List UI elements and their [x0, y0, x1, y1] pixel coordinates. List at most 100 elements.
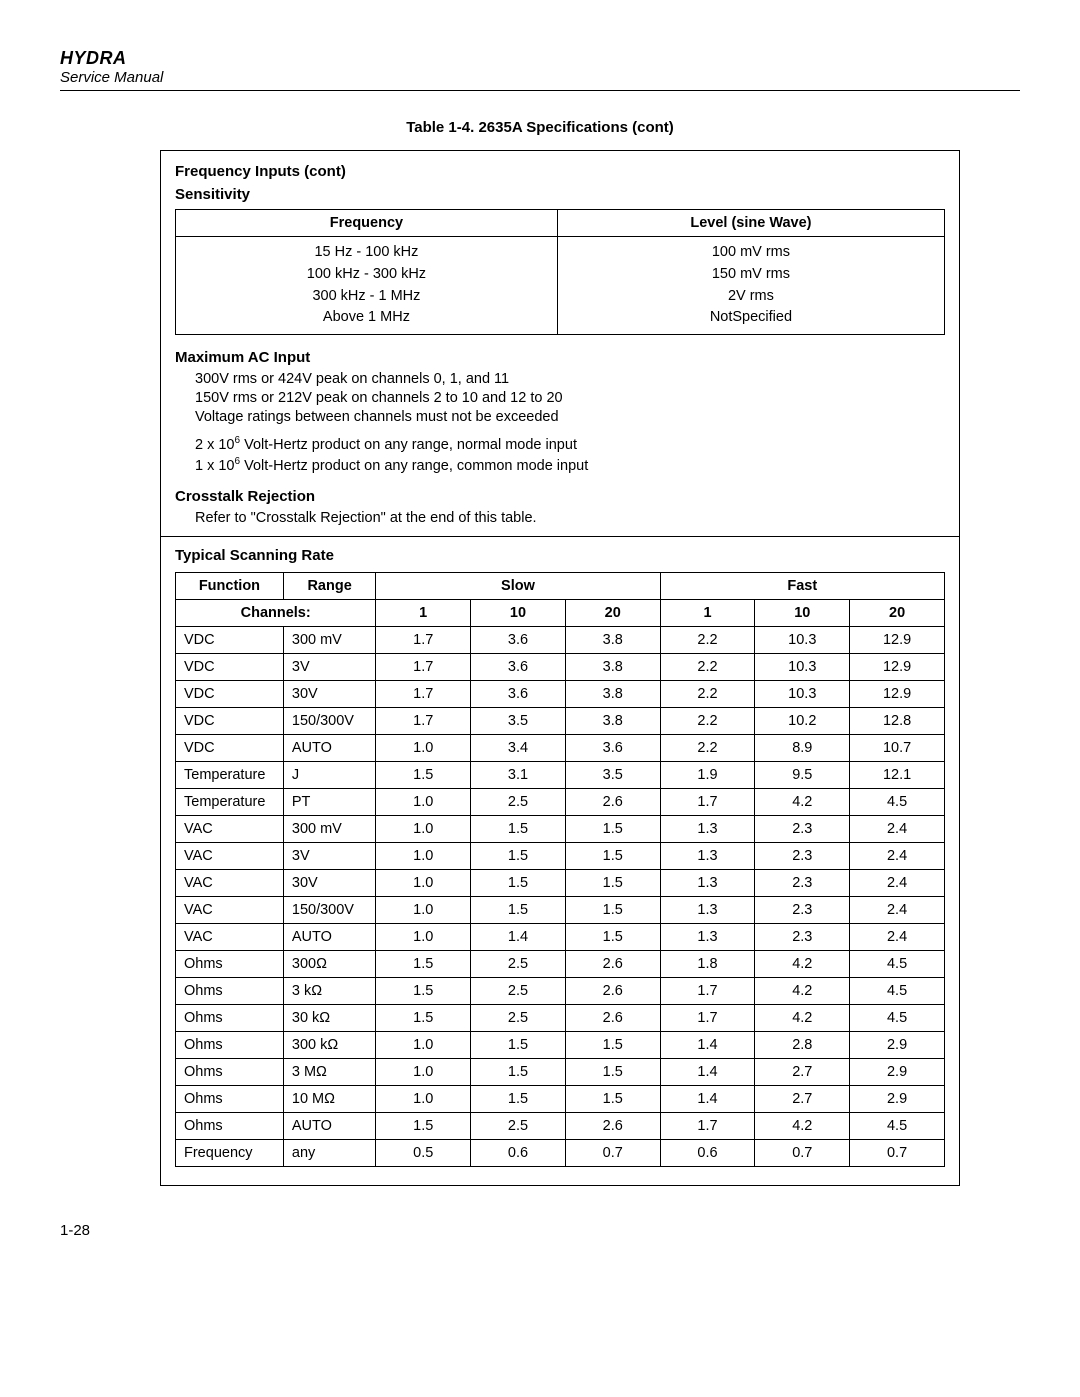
page-header: HYDRA Service Manual	[60, 48, 1020, 91]
cell-value: 12.9	[850, 653, 945, 680]
cell-range: 30 kΩ	[283, 1004, 375, 1031]
cell-value: 1.0	[376, 923, 471, 950]
table-row: TemperatureJ1.53.13.51.99.512.1	[176, 761, 945, 788]
max-ac-heading: Maximum AC Input	[175, 345, 945, 368]
cell-value: 10.7	[850, 734, 945, 761]
th-ch: 20	[850, 599, 945, 626]
cell-value: 4.5	[850, 977, 945, 1004]
cell-value: 1.5	[471, 1031, 566, 1058]
divider	[161, 536, 959, 537]
cell-value: 2.3	[755, 923, 850, 950]
cell-value: 3.8	[565, 707, 660, 734]
table-row: OhmsAUTO1.52.52.61.74.24.5	[176, 1112, 945, 1139]
cell-range: 300 mV	[283, 626, 375, 653]
cell-value: 1.5	[565, 1058, 660, 1085]
th-fast: Fast	[660, 572, 944, 599]
max-ac-line: Voltage ratings between channels must no…	[195, 409, 945, 425]
brand: HYDRA	[60, 48, 1020, 69]
th-slow: Slow	[376, 572, 660, 599]
cell-value: 1.4	[660, 1085, 755, 1112]
level-col-header: Level (sine Wave)	[557, 210, 944, 237]
sensitivity-heading: Sensitivity	[175, 182, 945, 205]
max-ac-line: 2 x 106 Volt-Hertz product on any range,…	[195, 435, 945, 453]
cell-range: 30V	[283, 869, 375, 896]
cell-value: 1.5	[565, 896, 660, 923]
cell-value: 2.7	[755, 1058, 850, 1085]
level-row: 2V rms	[566, 286, 936, 308]
cell-value: 1.7	[376, 680, 471, 707]
cell-range: 3 kΩ	[283, 977, 375, 1004]
cell-value: 0.6	[660, 1139, 755, 1166]
cell-range: AUTO	[283, 1112, 375, 1139]
cell-value: 2.6	[565, 977, 660, 1004]
cell-value: 2.9	[850, 1085, 945, 1112]
cell-value: 1.4	[660, 1031, 755, 1058]
cell-value: 2.3	[755, 815, 850, 842]
cell-value: 1.3	[660, 896, 755, 923]
cell-value: 3.5	[471, 707, 566, 734]
cell-range: 150/300V	[283, 707, 375, 734]
cell-value: 1.7	[376, 653, 471, 680]
cell-value: 2.4	[850, 869, 945, 896]
cell-value: 9.5	[755, 761, 850, 788]
cell-value: 1.0	[376, 1031, 471, 1058]
th-function: Function	[176, 572, 284, 599]
cell-value: 1.0	[376, 734, 471, 761]
cell-value: 4.5	[850, 1112, 945, 1139]
cell-value: 1.5	[471, 1058, 566, 1085]
cell-function: Temperature	[176, 788, 284, 815]
cell-value: 1.8	[660, 950, 755, 977]
level-row: 100 mV rms	[566, 242, 936, 264]
cell-function: VAC	[176, 842, 284, 869]
table-row: VAC3V1.01.51.51.32.32.4	[176, 842, 945, 869]
cell-value: 1.5	[565, 923, 660, 950]
cell-value: 1.5	[565, 869, 660, 896]
cell-value: 1.4	[660, 1058, 755, 1085]
post: Volt-Hertz product on any range, common …	[240, 458, 588, 474]
table-row: VDC3V1.73.63.82.210.312.9	[176, 653, 945, 680]
cell-value: 2.5	[471, 788, 566, 815]
cell-value: 0.7	[565, 1139, 660, 1166]
cell-value: 1.0	[376, 815, 471, 842]
cell-value: 4.2	[755, 1112, 850, 1139]
cell-value: 2.6	[565, 950, 660, 977]
cell-value: 1.9	[660, 761, 755, 788]
cell-range: 300Ω	[283, 950, 375, 977]
cell-value: 2.5	[471, 977, 566, 1004]
table-row: VDC300 mV1.73.63.82.210.312.9	[176, 626, 945, 653]
cell-value: 1.0	[376, 788, 471, 815]
cell-value: 10.3	[755, 626, 850, 653]
cell-function: Ohms	[176, 1085, 284, 1112]
cell-value: 2.4	[850, 842, 945, 869]
table-row: Ohms300Ω1.52.52.61.84.24.5	[176, 950, 945, 977]
cell-value: 2.6	[565, 1112, 660, 1139]
table-row: Frequencyany0.50.60.70.60.70.7	[176, 1139, 945, 1166]
cell-value: 1.5	[376, 761, 471, 788]
table-row: VACAUTO1.01.41.51.32.32.4	[176, 923, 945, 950]
cell-value: 2.9	[850, 1058, 945, 1085]
pre: 1 x 10	[195, 458, 235, 474]
cell-value: 1.3	[660, 842, 755, 869]
table-row: TemperaturePT1.02.52.61.74.24.5	[176, 788, 945, 815]
cell-value: 0.5	[376, 1139, 471, 1166]
cell-value: 4.2	[755, 950, 850, 977]
cell-value: 1.7	[660, 1112, 755, 1139]
cell-value: 2.5	[471, 1112, 566, 1139]
table-row: Ohms3 kΩ1.52.52.61.74.24.5	[176, 977, 945, 1004]
cell-value: 0.6	[471, 1139, 566, 1166]
table-row: VAC30V1.01.51.51.32.32.4	[176, 869, 945, 896]
cell-value: 1.7	[660, 977, 755, 1004]
max-ac-line: 150V rms or 212V peak on channels 2 to 1…	[195, 390, 945, 406]
th-ch: 10	[471, 599, 566, 626]
cell-range: 3V	[283, 653, 375, 680]
cell-value: 1.5	[471, 896, 566, 923]
cell-value: 0.7	[850, 1139, 945, 1166]
cell-value: 2.2	[660, 707, 755, 734]
cell-value: 2.2	[660, 734, 755, 761]
cell-range: AUTO	[283, 734, 375, 761]
cell-range: 300 kΩ	[283, 1031, 375, 1058]
cell-value: 4.2	[755, 977, 850, 1004]
cell-value: 2.2	[660, 680, 755, 707]
cell-value: 1.7	[660, 788, 755, 815]
cell-value: 3.8	[565, 680, 660, 707]
